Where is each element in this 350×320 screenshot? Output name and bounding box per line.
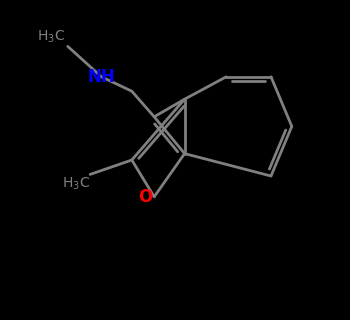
Text: H$_3$C: H$_3$C xyxy=(62,176,90,192)
Text: NH: NH xyxy=(88,68,115,86)
Text: O: O xyxy=(138,188,152,206)
Text: H$_3$C: H$_3$C xyxy=(36,28,65,45)
